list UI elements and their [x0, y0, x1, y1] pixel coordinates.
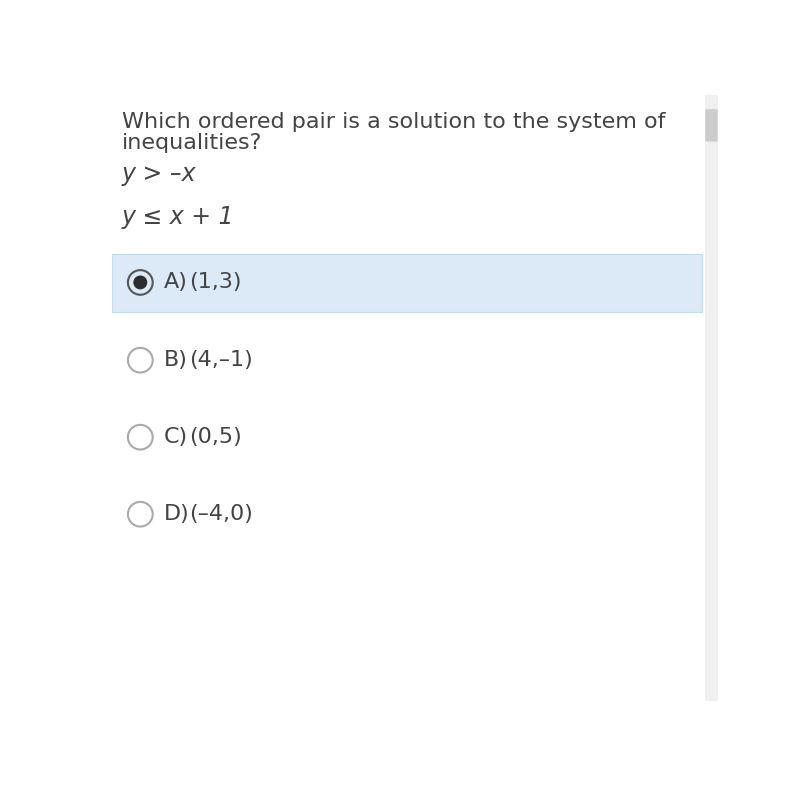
Text: A): A): [163, 273, 187, 292]
FancyBboxPatch shape: [705, 95, 718, 701]
Circle shape: [134, 276, 147, 289]
Text: (1,3): (1,3): [189, 273, 242, 292]
Text: B): B): [163, 350, 187, 370]
FancyBboxPatch shape: [706, 110, 718, 142]
Text: D): D): [163, 504, 190, 524]
Text: (–4,0): (–4,0): [189, 504, 253, 524]
Text: C): C): [163, 427, 188, 448]
Text: y > –x: y > –x: [122, 162, 196, 186]
Text: Which ordered pair is a solution to the system of: Which ordered pair is a solution to the …: [122, 111, 666, 132]
Text: inequalities?: inequalities?: [122, 133, 262, 153]
Text: (4,–1): (4,–1): [189, 350, 253, 370]
Text: y ≤ x + 1: y ≤ x + 1: [122, 205, 234, 229]
Text: (0,5): (0,5): [189, 427, 242, 448]
FancyBboxPatch shape: [112, 254, 702, 312]
